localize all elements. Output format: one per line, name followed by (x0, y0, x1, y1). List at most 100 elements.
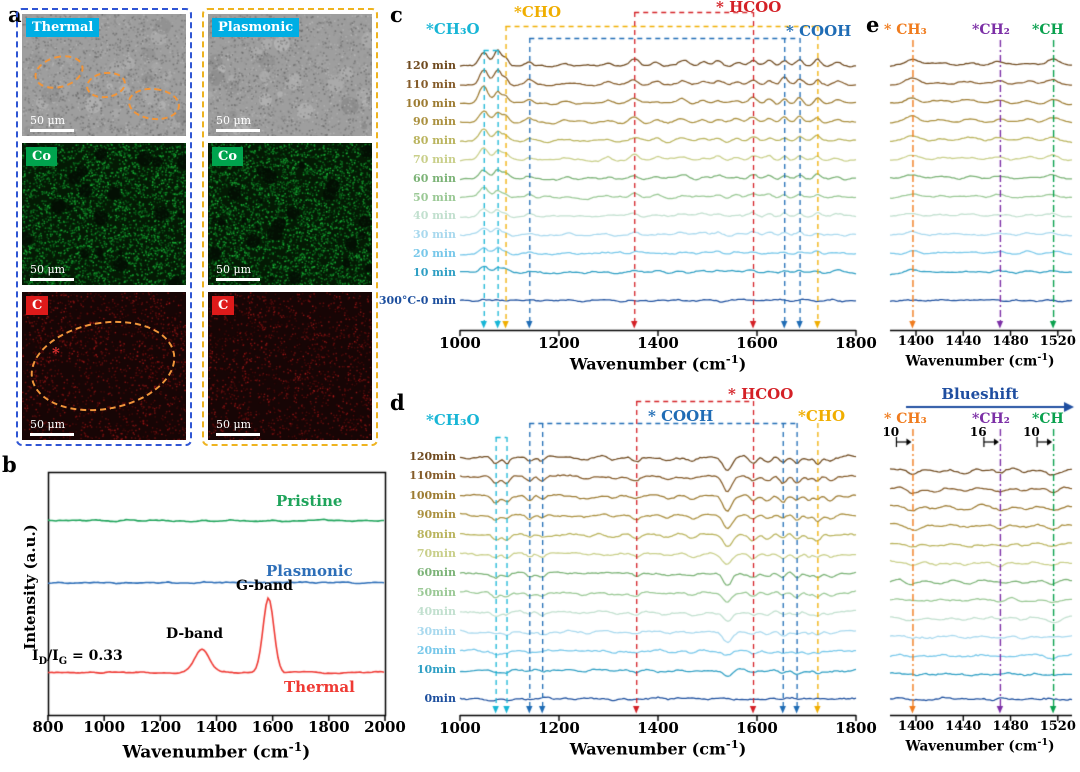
time-label: 50 min (413, 190, 456, 204)
scale-bar-line (30, 129, 74, 132)
co-map-thermal: Co 50 μm (22, 143, 186, 285)
x-axis-label: Wavenumber (cm-1) (569, 737, 747, 759)
label-ch: *CH (1032, 411, 1064, 427)
x-tick-label: 1480 (992, 334, 1029, 349)
plasmonic-tag: Plasmonic (212, 18, 300, 37)
spectra-canvas (398, 385, 868, 725)
zoom-spectra-plasmonic-panel: Blueshift * CH₃ *CH₂ *CH Wavenumber (cm-… (880, 385, 1080, 772)
co-map-canvas (208, 143, 372, 285)
x-axis-label: Wavenumber (cm-1) (905, 737, 1055, 755)
shift-value: 10 (882, 425, 900, 439)
panel-a-plasmonic-column: Plasmonic 50 μm Co 50 μm C 50 μm (202, 8, 378, 446)
ratio-sub-g: G (58, 655, 68, 667)
scale-bar-line (30, 278, 74, 281)
pristine-label: Pristine (276, 492, 343, 510)
thermal-tag: Thermal (26, 18, 100, 37)
id-ig-ratio-label: ID/IG = 0.33 (32, 648, 123, 667)
time-label: 70min (416, 547, 456, 560)
x-tick-label: 1800 (307, 718, 350, 736)
scale-bar-line (30, 433, 74, 436)
time-label: 40min (416, 605, 456, 619)
time-label: 60min (416, 566, 456, 580)
time-label: 30 min (413, 228, 456, 242)
time-label: 110min (409, 469, 456, 483)
x-tick-label: 1480 (992, 719, 1029, 734)
scale-bar: 50 μm (30, 115, 74, 132)
scale-bar: 50 μm (216, 264, 260, 281)
time-label: 10min (416, 663, 456, 677)
y-axis-label: Intensity (a.u.) (21, 524, 39, 650)
time-label: 300°C-0 min (378, 293, 456, 307)
asterisk-marker: * (52, 344, 60, 362)
x-tick-label: 1400 (897, 334, 935, 349)
scale-bar-line (216, 129, 260, 132)
co-map-canvas (22, 143, 186, 285)
scale-bar: 50 μm (216, 419, 260, 436)
ratio-sub-d: D (38, 655, 48, 667)
time-label: 0min (424, 691, 456, 705)
drifts-plasmonic-panel: *CH₃O * COOH * HCOO *CHO Wavenumber (cm-… (398, 385, 877, 772)
x-tick-label: 2000 (364, 718, 406, 736)
spectra-canvas (398, 0, 868, 340)
label-hcoo: * HCOO (728, 385, 794, 403)
scale-label: 50 μm (30, 114, 66, 127)
label-ch3: * CH₃ (884, 411, 927, 427)
ratio-part: /I (47, 648, 59, 664)
x-tick-label: 1000 (439, 334, 481, 352)
x-tick-label: 1800 (835, 334, 877, 352)
time-label: 20 min (413, 247, 456, 260)
c-map-canvas (22, 292, 186, 440)
x-axis-label: Wavenumber (cm-1) (569, 352, 747, 374)
x-tick-label: 1800 (835, 719, 877, 737)
time-label: 70 min (413, 153, 456, 166)
thermal-label: Thermal (284, 678, 355, 696)
spectra-canvas (880, 0, 1080, 340)
x-tick-label: 1200 (538, 334, 580, 352)
label-cooh: * COOH (648, 407, 714, 425)
c-map-canvas (208, 292, 372, 440)
time-label: 20min (416, 644, 456, 657)
x-tick-label: 1200 (139, 718, 182, 736)
shift-value: 16 (969, 425, 987, 439)
x-tick-label: 1400 (637, 719, 679, 737)
g-band-label: G-band (236, 578, 293, 594)
x-tick-label: 1520 (1039, 719, 1076, 734)
time-label: 120min (409, 450, 456, 463)
time-label: 10 min (413, 265, 456, 279)
label-ch2: *CH₂ (972, 411, 1010, 427)
label-ch3: * CH₃ (884, 22, 927, 38)
time-label: 120 min (405, 59, 456, 72)
label-cho: *CHO (514, 3, 562, 21)
co-tag: Co (26, 147, 58, 166)
label-ch3o: *CH₃O (426, 411, 480, 429)
time-label: 30min (416, 624, 456, 638)
x-tick-label: 1200 (538, 719, 580, 737)
scale-label: 50 μm (216, 114, 252, 127)
shift-value: 10 (1023, 425, 1040, 439)
time-label: 80 min (413, 134, 456, 148)
x-tick-label: 1000 (439, 719, 481, 737)
spectra-canvas (880, 385, 1080, 725)
time-label: 90 min (413, 115, 456, 129)
ratio-value: = 0.33 (67, 648, 123, 664)
x-tick-label: 1600 (251, 718, 294, 736)
x-tick-label: 1600 (736, 719, 778, 737)
label-ch3o: *CH₃O (426, 20, 480, 38)
scale-label: 50 μm (30, 418, 66, 431)
zoom-spectra-thermal-panel: * CH₃ *CH₂ *CH Wavenumber (cm-1) 1400 144… (880, 0, 1080, 385)
panel-letter-e: e (866, 12, 880, 37)
scale-bar-line (216, 433, 260, 436)
scale-bar: 50 μm (30, 419, 74, 436)
scale-bar-line (216, 278, 260, 281)
scale-label: 50 μm (30, 263, 66, 276)
x-tick-label: 1520 (1039, 334, 1076, 349)
time-label: 90min (416, 508, 456, 522)
label-hcoo: * HCOO (716, 0, 782, 16)
c-tag: C (26, 296, 49, 315)
time-label: 50min (416, 585, 456, 599)
scale-label: 50 μm (216, 418, 252, 431)
x-tick-label: 800 (32, 718, 64, 736)
scale-label: 50 μm (216, 263, 252, 276)
x-tick-label: 1400 (897, 719, 935, 734)
